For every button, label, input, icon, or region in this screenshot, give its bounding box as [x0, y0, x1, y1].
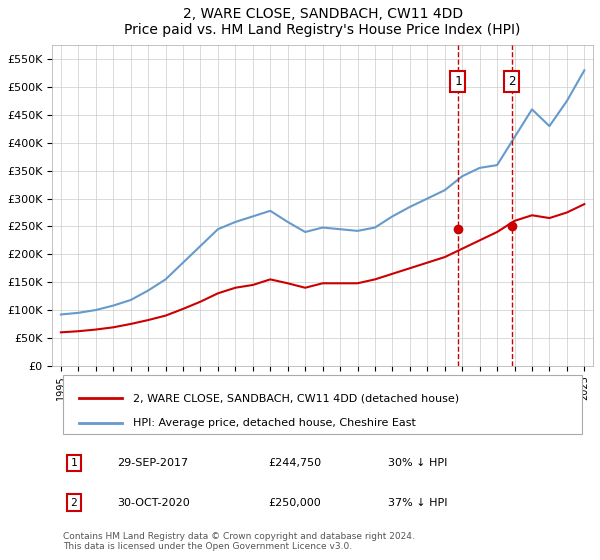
Text: HPI: Average price, detached house, Cheshire East: HPI: Average price, detached house, Ches… — [133, 418, 416, 428]
Title: 2, WARE CLOSE, SANDBACH, CW11 4DD
Price paid vs. HM Land Registry's House Price : 2, WARE CLOSE, SANDBACH, CW11 4DD Price … — [124, 7, 521, 37]
Text: £244,750: £244,750 — [269, 458, 322, 468]
Text: 2: 2 — [508, 75, 515, 88]
Text: 29-SEP-2017: 29-SEP-2017 — [117, 458, 188, 468]
Text: 30% ↓ HPI: 30% ↓ HPI — [388, 458, 447, 468]
Text: 30-OCT-2020: 30-OCT-2020 — [117, 498, 190, 508]
Text: 1: 1 — [70, 458, 77, 468]
Text: 2, WARE CLOSE, SANDBACH, CW11 4DD (detached house): 2, WARE CLOSE, SANDBACH, CW11 4DD (detac… — [133, 393, 460, 403]
Text: 37% ↓ HPI: 37% ↓ HPI — [388, 498, 447, 508]
Text: £250,000: £250,000 — [269, 498, 321, 508]
Text: 2: 2 — [70, 498, 77, 508]
Text: Contains HM Land Registry data © Crown copyright and database right 2024.
This d: Contains HM Land Registry data © Crown c… — [63, 531, 415, 551]
FancyBboxPatch shape — [63, 375, 582, 435]
Text: 1: 1 — [454, 75, 461, 88]
